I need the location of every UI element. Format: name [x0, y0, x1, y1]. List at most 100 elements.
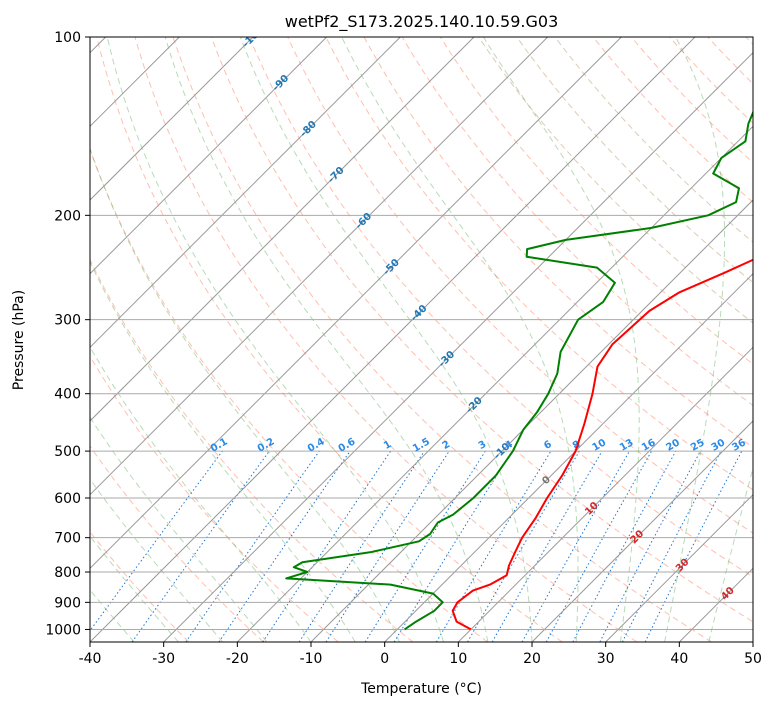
y-tick-label: 200	[54, 208, 81, 224]
mixing-ratio-line	[521, 450, 630, 642]
mixing-ratio-label: 2	[441, 439, 453, 452]
isotherm-line	[384, 272, 753, 642]
mixing-ratio-line	[545, 450, 653, 642]
y-tick-label: 900	[54, 595, 81, 611]
isotherm-label: -50	[381, 257, 402, 278]
plot-frame	[89, 36, 754, 643]
isotherm-line	[90, 37, 328, 275]
mixing-ratio-label: 0.2	[256, 436, 277, 454]
isotherm-line	[90, 37, 475, 422]
isotherm-label: -90	[271, 73, 292, 94]
moist-adiabat	[482, 37, 640, 642]
mixing-ratio-line	[572, 450, 677, 642]
y-tick-label: 500	[54, 444, 81, 460]
temperature-line	[451, 258, 753, 631]
dry-adiabat	[745, 37, 753, 46]
mixing-ratio-line	[599, 450, 701, 642]
isotherm-label: 0	[540, 474, 553, 487]
dry-adiabat	[90, 531, 190, 642]
mixing-ratio-label: 1.5	[411, 436, 432, 454]
isotherm-line	[236, 125, 753, 642]
x-tick-label: -10	[300, 651, 323, 667]
dry-adiabat	[96, 37, 563, 642]
mixing-ratio-line	[364, 450, 486, 642]
x-tick-label: 20	[523, 651, 541, 667]
isotherm-line	[90, 37, 549, 496]
y-tick-label: 600	[54, 491, 81, 507]
plot-area: -100-90-80-70-60-50-40-30-20-10010203040…	[90, 37, 753, 642]
dry-adiabat	[90, 355, 339, 642]
moist-adiabat	[239, 37, 533, 642]
mixing-ratio-line	[393, 450, 513, 642]
x-tick-label: 50	[744, 651, 762, 667]
moist-adiabat	[664, 37, 726, 642]
dry-adiabat	[439, 37, 753, 365]
moist-adiabat	[90, 535, 179, 642]
isotherm-line	[310, 199, 753, 642]
y-axis-label: Pressure (hPa)	[11, 290, 27, 390]
y-tick-label: 1000	[45, 622, 81, 638]
isotherm-line	[605, 493, 753, 642]
mixing-ratio-line	[644, 450, 743, 642]
isotherm-line	[90, 37, 622, 570]
isotherm-line	[457, 346, 753, 642]
x-tick-label: 10	[449, 651, 467, 667]
mixing-ratio-label: 6	[542, 439, 554, 452]
mixing-ratio-line	[131, 450, 270, 642]
mixing-ratio-line	[262, 450, 392, 642]
moist-adiabat	[106, 37, 445, 642]
mixing-ratio-line	[90, 450, 223, 632]
moist-adiabat	[708, 466, 753, 642]
y-tick-label: 400	[54, 387, 81, 403]
mixing-ratio-label: 3	[477, 439, 489, 452]
isotherm-line	[531, 420, 753, 642]
moist-adiabat	[90, 345, 312, 642]
mixing-ratio-line	[298, 450, 425, 642]
isotherm-label: -30	[437, 349, 458, 370]
dewpoint-line	[285, 110, 753, 631]
chart-title: wetPf2_S173.2025.140.10.59.G03	[285, 12, 559, 32]
moist-adiabat	[164, 37, 489, 642]
x-tick-label: -20	[226, 651, 249, 667]
dry-adiabat	[707, 37, 753, 85]
isotherm-line	[90, 37, 401, 349]
dry-adiabat	[554, 37, 753, 243]
dry-adiabat	[478, 37, 753, 324]
x-tick-label: 30	[597, 651, 615, 667]
moist-adiabat	[90, 260, 356, 642]
mixing-ratio-label: 4	[503, 439, 515, 452]
isotherm-line	[90, 37, 696, 642]
dry-adiabat	[90, 148, 488, 642]
x-tick-label: -40	[79, 651, 102, 667]
x-axis-label: Temperature (°C)	[360, 681, 482, 697]
dry-adiabat	[210, 37, 753, 623]
x-tick-label: 40	[670, 651, 688, 667]
y-tick-label: 300	[54, 313, 81, 329]
dry-adiabat	[90, 258, 414, 642]
dry-adiabat	[516, 37, 753, 284]
dry-adiabat	[172, 37, 712, 642]
mixing-ratio-line	[325, 450, 450, 642]
dry-adiabat	[249, 37, 753, 578]
dry-adiabat	[134, 37, 638, 642]
mixing-ratio-line	[218, 450, 351, 642]
x-tick-label: -30	[152, 651, 175, 667]
isotherm-line	[163, 51, 753, 642]
isotherm-line	[752, 641, 753, 642]
mixing-ratio-line	[185, 450, 320, 642]
y-tick-label: 800	[54, 565, 81, 581]
mixing-ratio-label: 0.1	[209, 436, 230, 454]
isotherm-line	[678, 567, 753, 642]
isotherm-line	[90, 37, 254, 201]
moist-adiabat	[90, 416, 268, 642]
moist-adiabat	[341, 37, 579, 642]
moist-adiabat	[90, 147, 400, 642]
moist-adiabat	[90, 478, 223, 642]
x-tick-label: 0	[380, 651, 389, 667]
mixing-ratio-label: 1	[382, 439, 394, 452]
dry-adiabat	[325, 37, 753, 491]
dry-adiabat	[669, 37, 753, 124]
y-tick-label: 100	[54, 30, 81, 46]
axes: -40 -30 -20 -10 0 10 20 30 40 5010020030040050060…	[45, 30, 762, 667]
